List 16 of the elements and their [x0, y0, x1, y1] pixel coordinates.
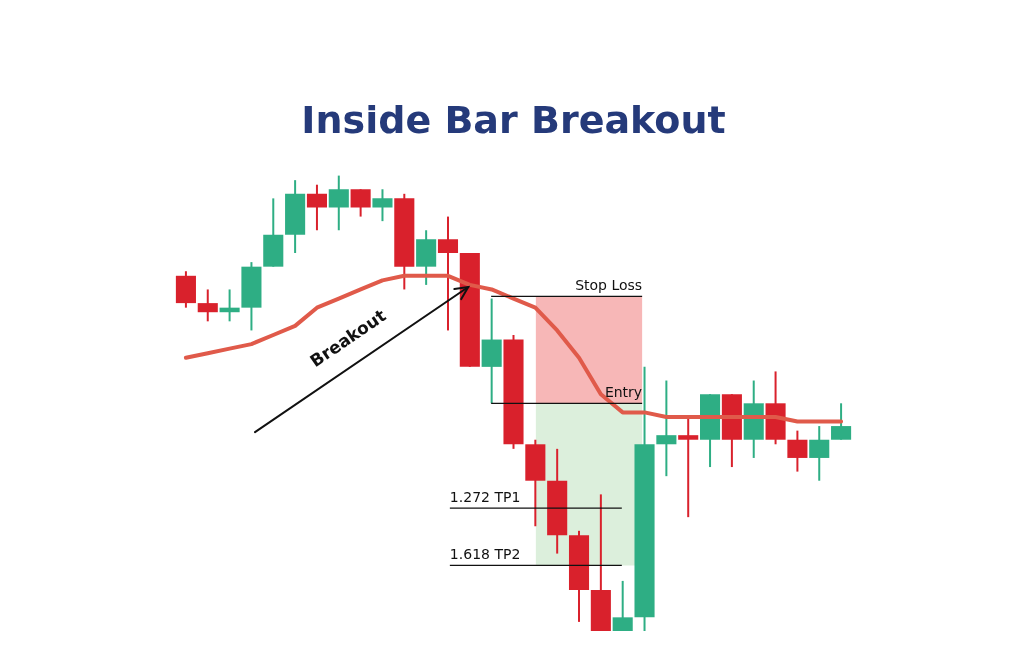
candlestick [197, 288, 218, 323]
candlestick [656, 379, 677, 478]
candlestick [437, 215, 459, 332]
candlestick [350, 188, 371, 218]
candlestick [372, 188, 393, 223]
candlestick [306, 183, 327, 232]
ref-line-label: 1.272 TP1 [449, 488, 521, 505]
ref-line-label: 1.618 TP2 [449, 546, 521, 563]
candlestick [787, 429, 808, 473]
candlestick [612, 579, 633, 632]
candlestick [328, 174, 349, 232]
ref-line-label: Entry [604, 383, 643, 400]
candlestick [831, 402, 852, 441]
chart-title: Inside Bar Breakout [301, 97, 726, 142]
candlestick [809, 425, 830, 482]
ref-line-label: Stop Loss [575, 276, 643, 293]
